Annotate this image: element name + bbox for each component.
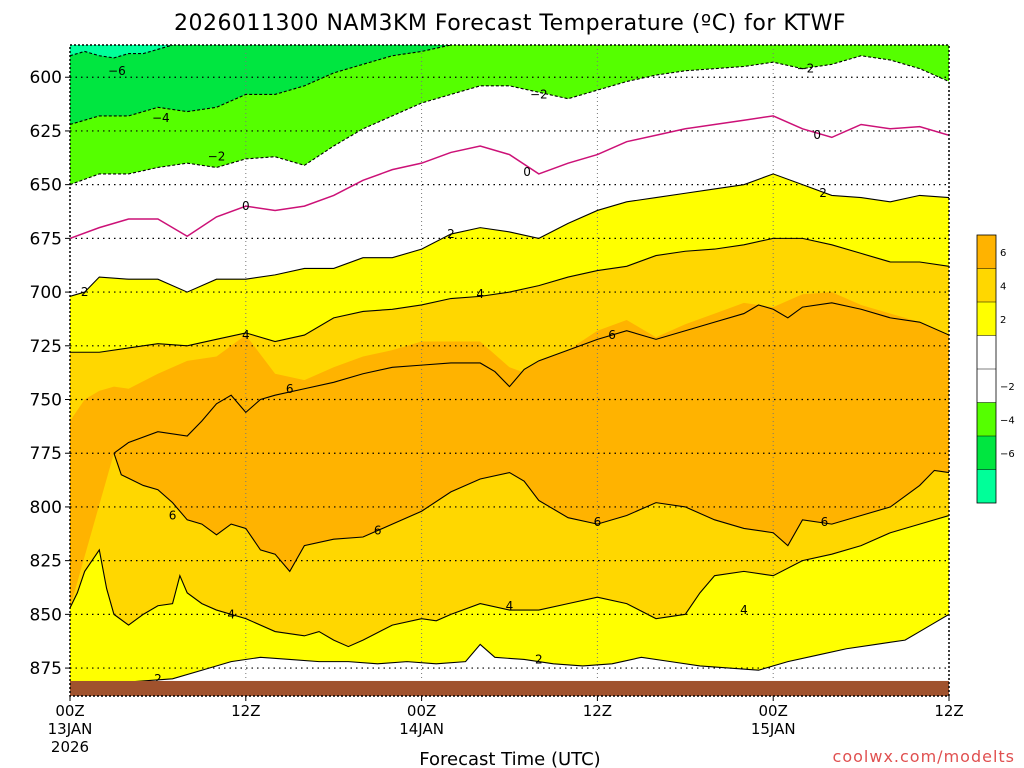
contour-label-17: 6 — [594, 515, 602, 529]
x-date-label-4: 15JAN — [751, 720, 796, 738]
y-tick-label-775: 775 — [30, 444, 62, 464]
isotherm-4-5 — [70, 237, 949, 353]
colorbar-legend: 6 4 2 −2 −4 −6 — [976, 234, 1015, 504]
x-axis-title: Forecast Time (UTC) — [419, 749, 600, 768]
x-tick-label-5: 12Z — [934, 702, 963, 720]
contour-label-8: −2 — [797, 62, 815, 76]
isotherm-2-9 — [84, 613, 949, 686]
contour-label-9: 0 — [813, 128, 821, 142]
y-axis: 600 625 650 675 700 725 750 775 800 825 850 875 — [30, 68, 70, 679]
contour-label-19: 4 — [227, 607, 235, 621]
isotherm-m4-1 — [70, 45, 452, 126]
isotherm-m6-0 — [70, 45, 173, 59]
x-year-label-0: 2026 — [51, 738, 89, 756]
band-core-6 — [113, 302, 949, 572]
colorbar-label-0: 6 — [1000, 248, 1006, 259]
band-m6tom4 — [70, 45, 949, 125]
isotherm-0-3 — [70, 115, 949, 240]
contour-label-23: 2 — [535, 652, 543, 666]
contour-label-22: 2 — [154, 672, 162, 686]
y-tick-label-650: 650 — [30, 176, 62, 196]
y-tick-label-800: 800 — [30, 498, 62, 518]
colorbar-label-5: −4 — [1000, 415, 1015, 426]
contour-label-15: 6 — [169, 509, 177, 523]
colorbar-label-4: −2 — [1000, 382, 1015, 393]
contour-labels: −6 −4 −2 0 2 2 −2 0 −2 0 2 4 4 6 6 6 6 6 6 4 4 4 2 2 — [81, 62, 828, 686]
band-lower-4to6 — [70, 453, 949, 647]
contour-label-5: 2 — [447, 227, 455, 241]
contour-label-11: 4 — [242, 328, 250, 342]
contour-label-7: 0 — [523, 165, 531, 179]
contour-label-10: 2 — [819, 186, 827, 200]
y-tick-label-875: 875 — [30, 659, 62, 679]
colorbar-swatch-6 — [977, 436, 996, 470]
contour-label-16: 6 — [374, 524, 382, 538]
x-tick-label-2: 00Z — [407, 702, 436, 720]
colorbar-swatch-5 — [977, 402, 996, 436]
colorbar-label-6: −6 — [1000, 449, 1015, 460]
y-tick-label-850: 850 — [30, 605, 62, 625]
plot-frame — [69, 44, 950, 697]
x-date-label-2: 14JAN — [399, 720, 444, 738]
band-lem6 — [70, 45, 949, 58]
isotherm-4-8 — [70, 514, 949, 648]
colorbar-swatch-7 — [977, 469, 996, 503]
contour-label-3: 0 — [242, 199, 250, 213]
contour-label-2: −2 — [208, 150, 226, 164]
colorbar-label-2: 2 — [1000, 315, 1006, 326]
x-tick-label-3: 12Z — [583, 702, 612, 720]
x-tick-label-4: 00Z — [759, 702, 788, 720]
band-surface-0to2 — [84, 614, 949, 696]
y-tick-label-600: 600 — [30, 68, 62, 88]
colorbar-label-1: 4 — [1000, 281, 1006, 292]
colorbar-swatch-2 — [977, 302, 996, 336]
colorbar-swatch-4 — [977, 369, 996, 403]
isotherm-2-4 — [70, 173, 949, 297]
contour-label-18: 6 — [821, 515, 829, 529]
y-tick-label-725: 725 — [30, 337, 62, 357]
isotherm-6-6 — [113, 302, 949, 454]
contour-label-0: −6 — [108, 64, 126, 78]
colorbar-swatch-3 — [977, 335, 996, 369]
contour-label-6: −2 — [530, 87, 548, 101]
isotherm-lines — [70, 45, 949, 686]
contour-label-4: 2 — [81, 285, 89, 299]
ground-layer — [70, 680, 949, 696]
y-tick-label-675: 675 — [30, 229, 62, 249]
contour-label-13: 6 — [286, 382, 294, 396]
band-lower-2to4 — [70, 515, 949, 696]
x-date-label-0: 13JAN — [48, 720, 93, 738]
isotherm-m2-2 — [70, 55, 949, 186]
colorbar-swatch-0 — [977, 235, 996, 269]
x-tick-label-1: 12Z — [231, 702, 260, 720]
y-tick-label-700: 700 — [30, 283, 62, 303]
chart-title: 2026011300 NAM3KM Forecast Temperature (… — [174, 11, 846, 36]
contour-label-1: −4 — [152, 111, 170, 125]
x-tick-label-0: 00Z — [55, 702, 84, 720]
credit-text: coolwx.com/modelts — [833, 747, 1015, 766]
y-tick-label-625: 625 — [30, 122, 62, 142]
colorbar-swatch-1 — [977, 268, 996, 302]
contour-label-20: 4 — [506, 599, 514, 613]
isotherm-6-7 — [113, 453, 949, 573]
contour-label-21: 4 — [740, 603, 748, 617]
contour-label-12: 4 — [476, 287, 484, 301]
contour-label-14: 6 — [608, 328, 616, 342]
y-tick-label-825: 825 — [30, 552, 62, 572]
y-tick-label-750: 750 — [30, 391, 62, 411]
